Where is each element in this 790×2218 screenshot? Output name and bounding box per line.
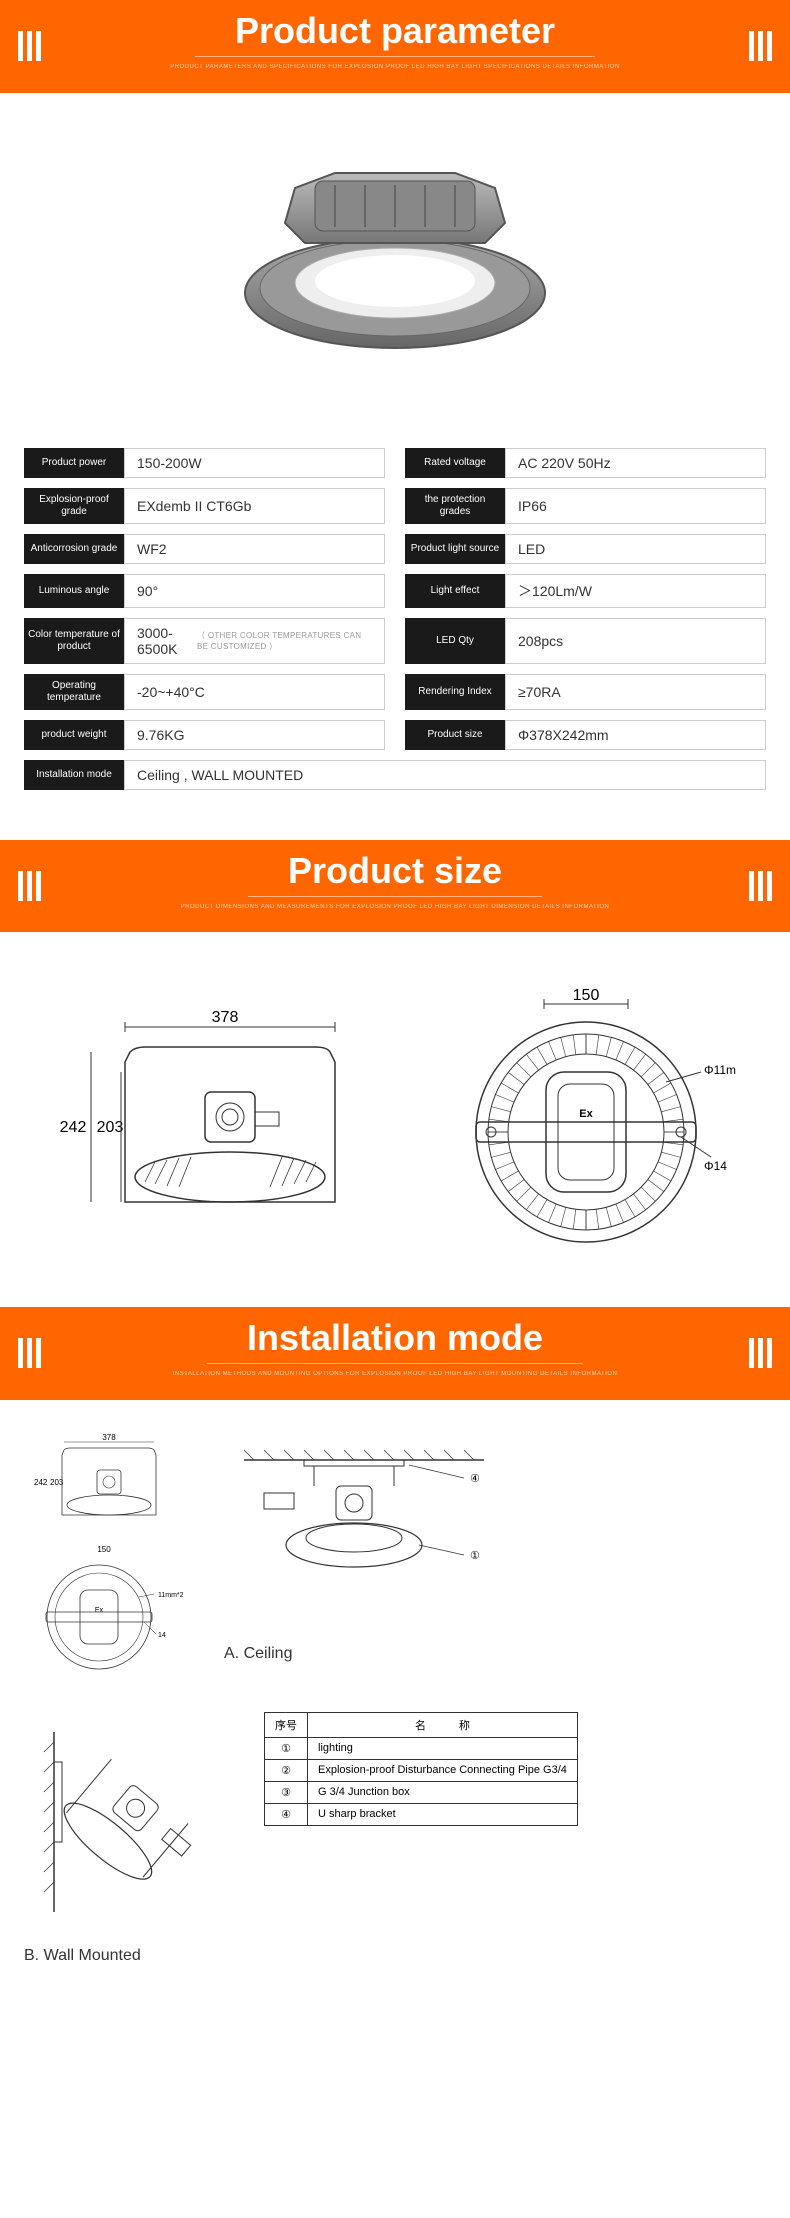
spec-label: Product size [405, 720, 505, 750]
spec-table: Product power150-200W Rated voltageAC 220… [0, 448, 790, 840]
spec-value: ＞120Lm/W [505, 574, 766, 608]
banner-title: Installation mode [207, 1317, 583, 1364]
spec-value: EXdemb II CT6Gb [124, 488, 385, 524]
size-diagrams: 378 242 203 150 [0, 932, 790, 1307]
table-header: 名 称 [308, 1712, 578, 1737]
svg-text:11mm*2: 11mm*2 [158, 1592, 184, 1599]
spec-label: Luminous angle [24, 574, 124, 608]
spec-value: 9.76KG [124, 720, 385, 750]
svg-text:378: 378 [102, 1433, 116, 1442]
spec-row: product weight9.76KG [24, 720, 385, 750]
svg-text:Φ11mm*2: Φ11mm*2 [704, 1063, 736, 1077]
table-header: 序号 [265, 1712, 308, 1737]
spec-row: Installation modeCeiling , WALL MOUNTED [24, 760, 766, 790]
spec-label: Rendering Index [405, 674, 505, 710]
spec-row: Luminous angle90° [24, 574, 385, 608]
spec-row: Product sizeΦ378X242mm [405, 720, 766, 750]
product-image [0, 93, 790, 448]
spec-label: Product light source [405, 534, 505, 564]
spec-value: IP66 [505, 488, 766, 524]
spec-label: Product power [24, 448, 124, 478]
svg-text:242: 242 [34, 1478, 48, 1487]
spec-value: WF2 [124, 534, 385, 564]
bars-icon [18, 31, 41, 61]
spec-label: Anticorrosion grade [24, 534, 124, 564]
side-view-diagram: 378 242 203 [55, 1002, 375, 1247]
svg-text:203: 203 [96, 1119, 123, 1136]
spec-label: product weight [24, 720, 124, 750]
svg-text:150: 150 [572, 987, 599, 1004]
spec-value: 208pcs [505, 618, 766, 664]
banner-subtitle: PRODUCT PARAMETERS AND SPECIFICATIONS FO… [0, 63, 790, 73]
spec-label: Light effect [405, 574, 505, 608]
spec-row: Explosion-proof gradeEXdemb II CT6Gb [24, 488, 385, 524]
spec-value: 90° [124, 574, 385, 608]
spec-row: Light effect＞120Lm/W [405, 574, 766, 608]
spec-label: the protection grades [405, 488, 505, 524]
svg-text:242: 242 [59, 1119, 86, 1136]
svg-text:Ex: Ex [95, 1607, 104, 1614]
table-row: ①lighting [265, 1737, 578, 1759]
spec-label: Operating temperature [24, 674, 124, 710]
spec-row: Anticorrosion gradeWF2 [24, 534, 385, 564]
svg-text:14: 14 [158, 1632, 166, 1639]
bars-icon [749, 871, 772, 901]
spec-label: LED Qty [405, 618, 505, 664]
spec-value: Φ378X242mm [505, 720, 766, 750]
table-row: ②Explosion-proof Disturbance Connecting … [265, 1759, 578, 1781]
bars-icon [749, 1338, 772, 1368]
spec-row: Rated voltageAC 220V 50Hz [405, 448, 766, 478]
bars-icon [749, 31, 772, 61]
spec-row: Color temperature of product3000-6500K（ … [24, 618, 385, 664]
bars-icon [18, 871, 41, 901]
spec-row: Product power150-200W [24, 448, 385, 478]
ceiling-diagram: ④ ① A. Ceiling [224, 1430, 504, 1663]
spec-value: AC 220V 50Hz [505, 448, 766, 478]
bars-icon [18, 1338, 41, 1368]
table-row: ③G 3/4 Junction box [265, 1781, 578, 1803]
spec-value: LED [505, 534, 766, 564]
banner-subtitle: INSTALLATION METHODS AND MOUNTING OPTION… [0, 1370, 790, 1380]
spec-value: -20~+40°C [124, 674, 385, 710]
banner-title: Product parameter [195, 10, 595, 57]
spec-label: Installation mode [24, 760, 124, 790]
spec-row: Operating temperature-20~+40°C [24, 674, 385, 710]
banner-install: Installation mode INSTALLATION METHODS A… [0, 1307, 790, 1400]
wall-mount-diagram: B. Wall Mounted [24, 1712, 224, 1965]
spec-row: Rendering Index≥70RA [405, 674, 766, 710]
spec-label: Explosion-proof grade [24, 488, 124, 524]
spec-row: the protection gradesIP66 [405, 488, 766, 524]
spec-label: Color temperature of product [24, 618, 124, 664]
banner-size: Product size PRODUCT DIMENSIONS AND MEAS… [0, 840, 790, 933]
table-row: ④U sharp bracket [265, 1803, 578, 1825]
banner-parameter: Product parameter PRODUCT PARAMETERS AND… [0, 0, 790, 93]
svg-text:378: 378 [211, 1009, 238, 1026]
install-section: 378 242 203 150 Ex 11mm*2 14 [0, 1400, 790, 2005]
spec-row: LED Qty208pcs [405, 618, 766, 664]
top-view-diagram: 150 Ex Φ11mm*2 Φ14 [436, 982, 736, 1267]
svg-text:①: ① [470, 1550, 480, 1562]
spec-value: 150-200W [124, 448, 385, 478]
spec-value: ≥70RA [505, 674, 766, 710]
spec-label: Rated voltage [405, 448, 505, 478]
svg-text:150: 150 [97, 1545, 111, 1554]
spec-row: Product light sourceLED [405, 534, 766, 564]
svg-text:④: ④ [470, 1473, 480, 1485]
install-label-b: B. Wall Mounted [24, 1947, 224, 1965]
spec-value: Ceiling , WALL MOUNTED [124, 760, 766, 790]
spec-value: 3000-6500K（ OTHER COLOR TEMPERATURES CAN… [124, 618, 385, 664]
light-fixture-icon [205, 153, 585, 363]
install-label-a: A. Ceiling [224, 1645, 504, 1663]
banner-title: Product size [248, 850, 542, 897]
install-small-diagrams: 378 242 203 150 Ex 11mm*2 14 [24, 1430, 184, 1682]
svg-text:Φ14: Φ14 [704, 1159, 727, 1173]
svg-text:Ex: Ex [579, 1108, 593, 1120]
parts-table: 序号名 称 ①lighting②Explosion-proof Disturba… [264, 1712, 578, 1826]
banner-subtitle: PRODUCT DIMENSIONS AND MEASUREMENTS FOR … [0, 903, 790, 913]
